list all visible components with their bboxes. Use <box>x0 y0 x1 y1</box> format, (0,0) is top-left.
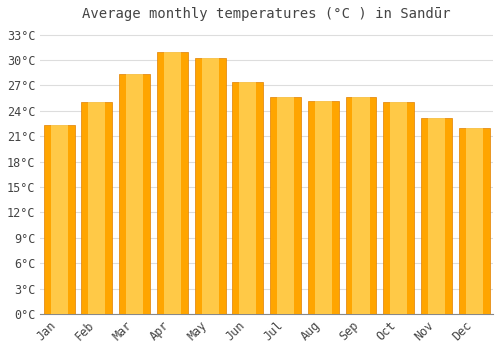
Bar <box>232 82 264 314</box>
Title: Average monthly temperatures (°C ) in Sandūr: Average monthly temperatures (°C ) in Sa… <box>82 7 451 21</box>
Bar <box>82 102 112 314</box>
Bar <box>157 52 188 314</box>
Bar <box>390 103 407 314</box>
Bar <box>202 58 218 314</box>
Bar <box>466 128 482 314</box>
Bar <box>50 125 68 314</box>
Bar <box>119 75 150 314</box>
Bar <box>308 101 338 314</box>
Bar <box>240 82 256 314</box>
Bar <box>458 128 490 314</box>
Bar <box>315 101 332 314</box>
Bar <box>270 97 301 314</box>
Bar <box>346 97 376 314</box>
Bar <box>88 102 106 314</box>
Bar <box>384 103 414 314</box>
Bar <box>352 97 370 314</box>
Bar <box>421 119 452 314</box>
Bar <box>277 97 294 314</box>
Bar <box>126 75 143 314</box>
Bar <box>428 119 445 314</box>
Bar <box>44 125 74 314</box>
Bar <box>164 52 181 314</box>
Bar <box>194 58 226 314</box>
